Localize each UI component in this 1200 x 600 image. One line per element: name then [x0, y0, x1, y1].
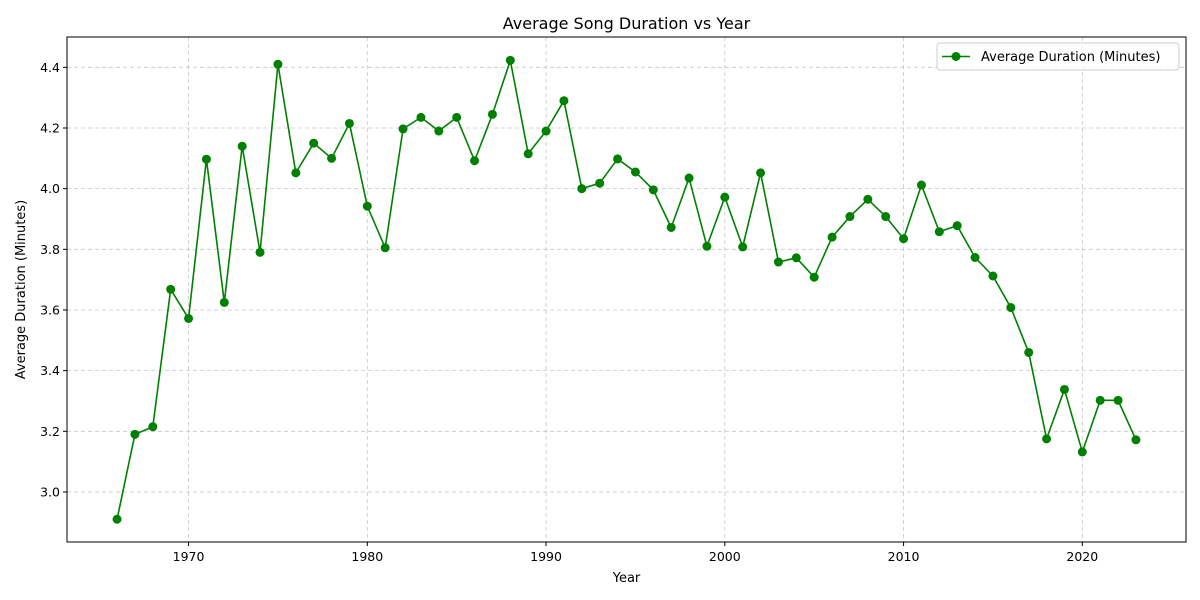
data-point: [702, 241, 712, 251]
chart-title: Average Song Duration vs Year: [503, 14, 751, 33]
data-point: [201, 154, 211, 164]
data-point: [237, 141, 247, 151]
data-point: [1042, 434, 1052, 444]
data-point: [1059, 384, 1069, 394]
y-axis-label: Average Duration (Minutes): [14, 200, 29, 379]
data-point: [577, 184, 587, 194]
data-point: [470, 156, 480, 166]
data-point: [1113, 395, 1123, 405]
data-point: [452, 112, 462, 122]
data-point: [648, 185, 658, 195]
legend-box: [936, 42, 1180, 71]
data-point: [219, 297, 229, 307]
x-tick-label: 1980: [351, 549, 383, 564]
x-tick-label: 1990: [530, 549, 562, 564]
legend-entry-label: Average Duration (Minutes): [981, 50, 1160, 65]
data-point: [988, 271, 998, 281]
legend-marker-sample: [951, 52, 961, 61]
data-point: [738, 242, 748, 252]
data-point: [487, 109, 497, 119]
data-point: [130, 429, 140, 439]
data-point: [434, 126, 444, 136]
data-point: [845, 212, 855, 222]
x-tick-label: 2010: [888, 549, 920, 564]
data-point: [255, 247, 265, 257]
x-axis-ticks: 1970 1980 1990 2000 2010 2020: [173, 542, 1098, 564]
data-point: [595, 178, 605, 188]
legend: Average Duration (Minutes): [936, 42, 1180, 71]
data-point: [720, 192, 730, 202]
data-point: [1006, 303, 1016, 313]
data-point: [541, 126, 551, 136]
data-point: [362, 201, 372, 211]
y-tick-label: 4.0: [40, 181, 60, 196]
data-point: [112, 514, 122, 524]
data-point: [773, 257, 783, 267]
data-point: [148, 422, 158, 432]
x-tick-label: 1970: [173, 549, 205, 564]
y-tick-label: 3.8: [40, 242, 60, 257]
y-tick-label: 3.4: [40, 363, 60, 378]
data-point: [1095, 395, 1105, 405]
data-point: [827, 232, 837, 242]
x-tick-label: 2000: [709, 549, 741, 564]
y-tick-label: 3.6: [40, 302, 60, 317]
data-point: [273, 59, 283, 69]
data-point: [899, 234, 909, 244]
data-point: [684, 173, 694, 183]
data-point: [613, 154, 623, 164]
y-tick-label: 4.2: [40, 120, 60, 135]
data-point: [666, 222, 676, 232]
y-tick-label: 4.4: [40, 60, 60, 75]
series-layer: [112, 55, 1141, 524]
data-point: [559, 96, 569, 106]
data-point: [344, 118, 354, 128]
data-point: [327, 153, 337, 163]
data-point: [1077, 447, 1087, 457]
data-point: [916, 180, 926, 190]
y-tick-label: 3.0: [40, 484, 60, 499]
plot-frame: [66, 36, 1187, 543]
data-point: [309, 138, 319, 148]
data-point: [809, 272, 819, 282]
series-line: [116, 59, 1137, 520]
data-point: [630, 167, 640, 177]
data-point: [523, 149, 533, 159]
data-point: [934, 227, 944, 237]
data-point: [952, 221, 962, 231]
data-point: [398, 124, 408, 134]
data-point: [756, 168, 766, 178]
data-point: [416, 112, 426, 122]
data-point: [881, 212, 891, 222]
data-point: [380, 243, 390, 253]
data-point: [1024, 347, 1034, 357]
data-point: [791, 253, 801, 263]
data-point: [505, 55, 515, 65]
x-axis-label: Year: [612, 571, 641, 586]
data-point: [166, 284, 176, 294]
data-point: [863, 194, 873, 204]
data-point: [970, 253, 980, 262]
y-tick-label: 3.2: [40, 424, 60, 439]
x-tick-label: 2020: [1066, 549, 1098, 564]
data-point: [184, 313, 194, 323]
data-point: [291, 168, 301, 178]
y-axis-ticks: 3.0 3.2 3.4 3.6 3.8 4.0 4.2 4.4: [40, 60, 67, 499]
data-point: [1131, 435, 1141, 445]
